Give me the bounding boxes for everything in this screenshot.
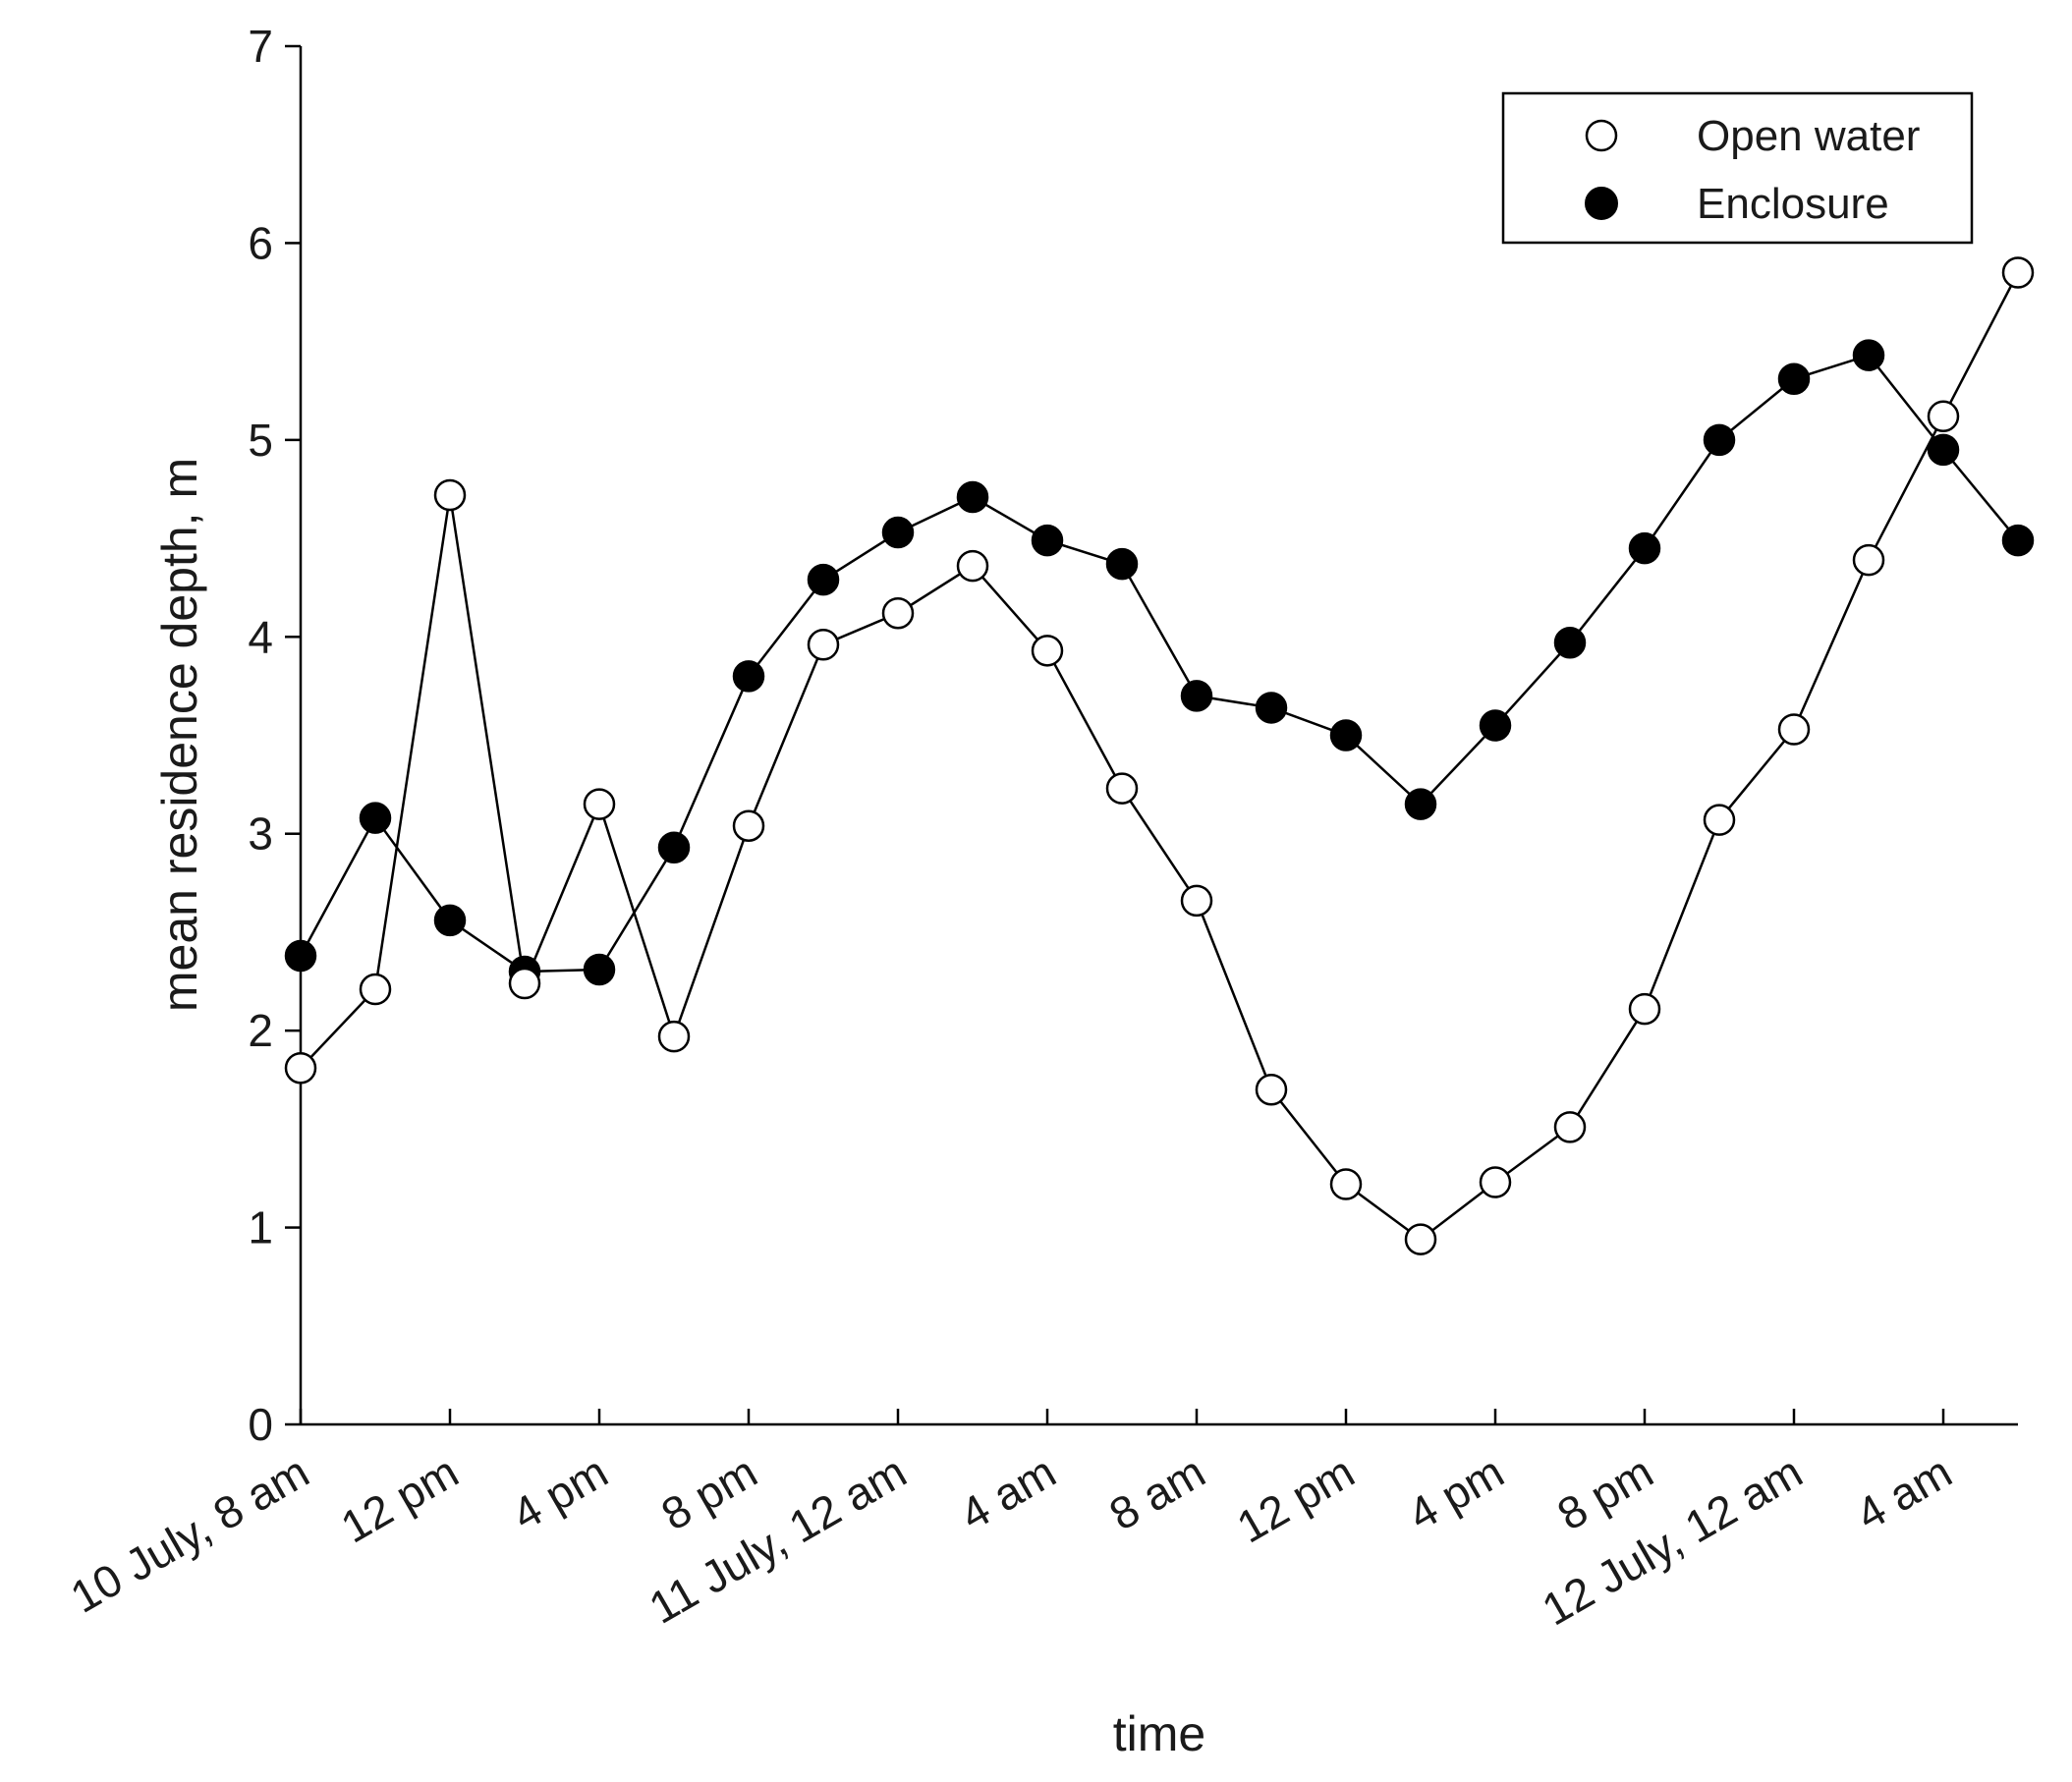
point-enclosure xyxy=(1180,680,1213,712)
legend-marker-open-water xyxy=(1585,119,1618,152)
x-tick-label: 4 am xyxy=(951,1446,1064,1540)
point-enclosure xyxy=(1852,339,1885,371)
point-enclosure xyxy=(359,802,392,834)
y-tick-label: 3 xyxy=(248,808,273,860)
point-open-water xyxy=(508,967,541,1000)
point-open-water xyxy=(1404,1223,1437,1255)
point-open-water xyxy=(657,1020,691,1053)
x-tick-label: 11 July, 12 am xyxy=(641,1446,915,1634)
point-enclosure xyxy=(732,660,765,693)
point-enclosure xyxy=(583,953,616,986)
y-tick-label: 6 xyxy=(248,217,273,268)
point-enclosure xyxy=(1927,433,1960,467)
point-open-water xyxy=(1105,772,1139,805)
point-open-water xyxy=(1927,400,1960,433)
point-open-water xyxy=(956,549,989,583)
point-enclosure xyxy=(956,480,989,514)
y-tick-label: 0 xyxy=(248,1399,273,1450)
point-enclosure xyxy=(881,516,915,549)
y-tick-label: 5 xyxy=(248,415,273,466)
legend-marker-enclosure xyxy=(1585,187,1618,220)
series-line-open-water xyxy=(300,271,2020,1242)
point-enclosure xyxy=(1703,423,1736,457)
point-enclosure xyxy=(1105,547,1139,581)
point-enclosure xyxy=(657,831,691,863)
point-open-water xyxy=(1031,635,1064,667)
series-points xyxy=(284,256,2035,1255)
point-enclosure xyxy=(2001,524,2035,557)
x-tick-label: 12 July, 12 am xyxy=(1534,1446,1811,1636)
point-open-water xyxy=(2001,256,2035,289)
point-open-water xyxy=(1255,1074,1288,1106)
point-open-water xyxy=(433,478,467,512)
legend-box xyxy=(1501,91,1974,245)
point-enclosure xyxy=(1777,362,1811,395)
point-open-water xyxy=(732,809,765,842)
y-axis-title: mean residence depth, m xyxy=(152,458,207,1012)
point-open-water xyxy=(583,788,616,820)
x-tick-label: 4 pm xyxy=(1399,1446,1512,1540)
point-open-water xyxy=(881,596,915,630)
point-enclosure xyxy=(807,563,840,596)
point-open-water xyxy=(1180,884,1213,918)
point-open-water xyxy=(1553,1111,1587,1143)
point-open-water xyxy=(1628,992,1661,1026)
point-open-water xyxy=(1777,713,1811,746)
point-open-water xyxy=(1852,543,1885,577)
y-tick-label: 1 xyxy=(248,1202,273,1253)
axes xyxy=(299,46,2018,1426)
point-enclosure xyxy=(1404,788,1437,820)
point-open-water xyxy=(1329,1168,1363,1200)
x-tick-label: 8 am xyxy=(1100,1446,1213,1540)
y-tick-label: 4 xyxy=(248,611,273,662)
x-tick-label: 4 am xyxy=(1847,1446,1960,1540)
point-enclosure xyxy=(1031,524,1064,557)
legend-label-enclosure: Enclosure xyxy=(1697,180,1889,228)
y-tick-label: 2 xyxy=(248,1005,273,1056)
point-enclosure xyxy=(1479,709,1512,742)
point-open-water xyxy=(359,973,392,1006)
point-enclosure xyxy=(1329,719,1363,752)
point-enclosure xyxy=(433,904,467,937)
point-open-water xyxy=(284,1051,317,1085)
point-enclosure xyxy=(284,939,317,973)
point-open-water xyxy=(807,629,840,661)
x-tick-label: 10 July, 8 am xyxy=(62,1446,317,1623)
legend-label-open-water: Open water xyxy=(1697,112,1920,160)
series-lines xyxy=(299,271,2020,1242)
point-enclosure xyxy=(1628,531,1661,565)
x-axis-title: time xyxy=(1113,1706,1205,1761)
x-tick-label: 12 pm xyxy=(1228,1446,1363,1553)
x-tick-label: 4 pm xyxy=(503,1446,616,1540)
y-ticks: 0 1 2 3 4 5 6 7 xyxy=(248,21,301,1450)
series-line-enclosure xyxy=(299,354,2019,974)
point-enclosure xyxy=(1553,627,1587,659)
y-tick-label: 7 xyxy=(248,21,273,72)
point-open-water xyxy=(1479,1166,1512,1198)
legend: Open water Enclosure xyxy=(1501,91,1974,245)
x-tick-label: 12 pm xyxy=(332,1446,467,1553)
point-open-water xyxy=(1703,804,1736,836)
point-enclosure xyxy=(1255,692,1288,724)
